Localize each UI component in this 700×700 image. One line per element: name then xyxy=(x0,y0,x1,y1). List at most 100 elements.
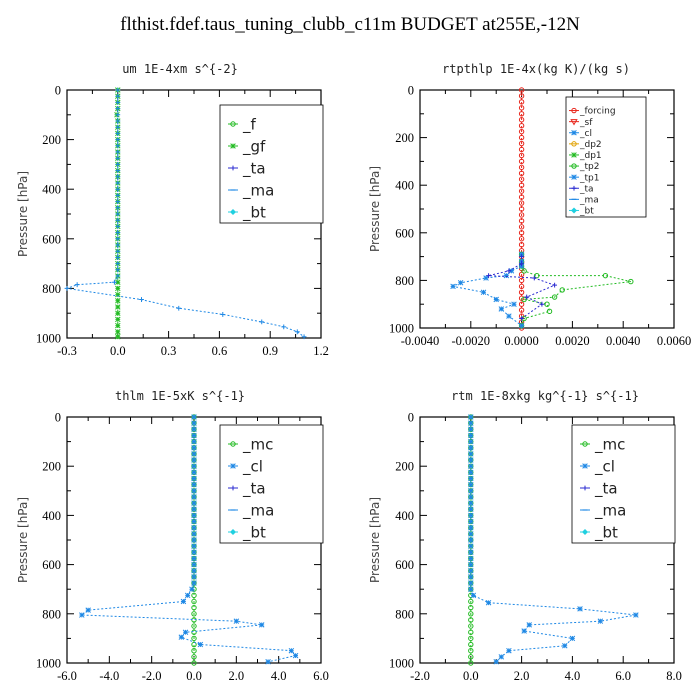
y-tick-label: 600 xyxy=(395,226,414,240)
data-point xyxy=(115,174,121,180)
data-point xyxy=(191,561,197,568)
data-point xyxy=(64,286,70,291)
data-point xyxy=(493,296,499,303)
legend-label: _ma xyxy=(242,501,274,520)
data-point xyxy=(518,194,525,200)
data-point xyxy=(569,635,576,642)
x-tick-label: 2.0 xyxy=(514,669,530,683)
y-axis-label: Pressure [hPa] xyxy=(16,171,30,257)
legend-label: _bt xyxy=(242,523,266,542)
legend: _mc _cl _ta _ma _bt xyxy=(219,424,324,544)
x-tick-label: 0.9 xyxy=(262,344,278,358)
chart-rtpthlp: rtpthlp 1E-4x(kg K)/(kg s) Pressure [hPa]… xyxy=(368,62,691,348)
data-point xyxy=(518,111,525,117)
data-point xyxy=(628,278,634,285)
y-tick-label: 1000 xyxy=(389,322,414,336)
data-point xyxy=(115,334,121,340)
series-line xyxy=(451,254,523,327)
series-tp1 xyxy=(450,251,525,329)
data-point xyxy=(518,146,525,153)
data-point xyxy=(450,283,456,290)
data-point xyxy=(468,537,474,543)
data-point xyxy=(191,543,197,549)
data-point xyxy=(191,494,197,500)
series-cl xyxy=(79,414,299,665)
data-point xyxy=(518,236,525,242)
data-point xyxy=(468,518,474,525)
data-point xyxy=(191,512,197,519)
data-point xyxy=(468,475,474,482)
data-point xyxy=(115,118,121,124)
data-point xyxy=(115,255,121,260)
x-tick-label: 8.0 xyxy=(666,669,682,683)
x-tick-label: 6.0 xyxy=(313,669,329,683)
data-point xyxy=(115,143,121,149)
y-tick-label: 800 xyxy=(395,607,414,621)
data-point xyxy=(115,112,121,118)
data-point xyxy=(503,272,510,279)
data-point xyxy=(519,316,524,321)
plot-title: rtpthlp 1E-4x(kg K)/(kg s) xyxy=(442,62,630,76)
legend-marker xyxy=(571,207,577,214)
data-point xyxy=(191,451,197,457)
x-tick-label: 0.0060 xyxy=(657,334,691,348)
data-point xyxy=(115,248,121,254)
data-point xyxy=(258,622,265,628)
data-point xyxy=(468,648,474,654)
data-point xyxy=(518,99,525,105)
legend-label: _forcing xyxy=(579,107,616,117)
y-tick-label: 400 xyxy=(395,179,414,193)
data-point xyxy=(468,494,474,500)
data-point xyxy=(468,469,474,476)
data-point xyxy=(468,512,474,519)
data-point xyxy=(518,218,525,224)
data-point xyxy=(115,211,121,217)
data-point xyxy=(182,629,189,636)
y-tick-label: 200 xyxy=(395,131,414,145)
x-tick-label: -0.3 xyxy=(57,344,77,358)
series-line xyxy=(521,254,631,326)
data-point xyxy=(518,134,525,141)
legend-marker xyxy=(582,463,588,469)
y-tick-label: 200 xyxy=(42,460,61,474)
data-point xyxy=(468,561,474,568)
plot-title: rtm 1E-8xkg kg^{-1} s^{-1} xyxy=(451,389,639,403)
data-point xyxy=(191,531,197,537)
data-point xyxy=(518,295,525,301)
x-tick-label: -4.0 xyxy=(99,669,119,683)
data-point xyxy=(191,555,197,562)
data-point xyxy=(191,457,197,463)
data-point xyxy=(518,128,525,135)
data-point xyxy=(189,586,195,592)
data-point xyxy=(468,524,474,531)
y-tick-label: 1000 xyxy=(36,657,61,671)
legend-marker xyxy=(582,529,588,535)
legend-marker xyxy=(230,463,236,469)
data-point xyxy=(115,316,121,323)
data-point xyxy=(468,531,474,537)
data-point xyxy=(191,469,197,476)
data-point xyxy=(518,322,525,329)
legend-box xyxy=(571,424,676,544)
legend-marker xyxy=(571,163,577,169)
data-point xyxy=(191,481,197,488)
data-point xyxy=(191,475,197,482)
data-point xyxy=(115,298,121,304)
y-axis-label: Pressure [hPa] xyxy=(368,166,382,252)
data-point xyxy=(468,549,474,556)
data-point xyxy=(518,158,525,165)
data-point xyxy=(518,307,525,313)
data-point xyxy=(115,279,121,285)
data-point xyxy=(498,654,505,660)
data-point xyxy=(468,543,474,549)
legend-label: _sf xyxy=(579,118,593,128)
legend: _mc _cl _ta _ma _bt xyxy=(571,424,676,544)
data-point xyxy=(468,586,474,592)
data-point xyxy=(301,334,307,340)
data-point xyxy=(191,506,197,513)
legend-box xyxy=(219,104,324,224)
data-point xyxy=(468,420,474,426)
data-point xyxy=(191,414,197,420)
data-point xyxy=(521,268,527,274)
data-point xyxy=(518,176,525,182)
